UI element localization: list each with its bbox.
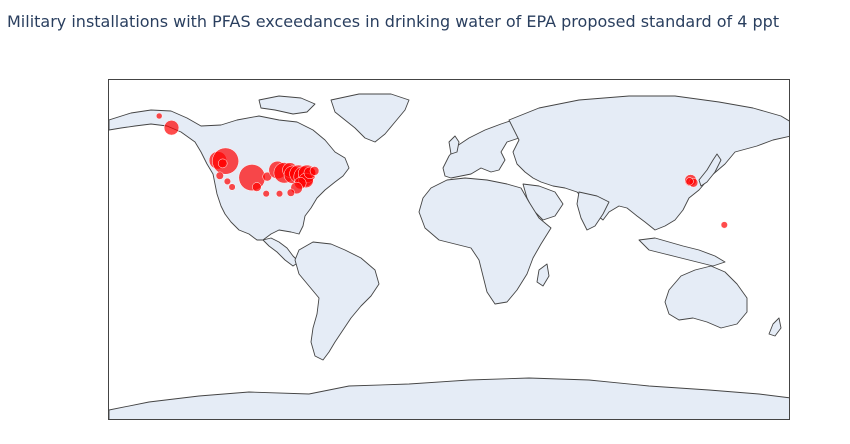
installation-marker[interactable] xyxy=(156,113,162,119)
installation-marker[interactable] xyxy=(229,184,236,191)
land-arctic-islands xyxy=(259,96,315,114)
installation-marker[interactable] xyxy=(224,178,231,185)
installation-marker[interactable] xyxy=(287,189,295,197)
land-central-america xyxy=(263,238,299,266)
page-title: Military installations with PFAS exceeda… xyxy=(7,12,779,31)
installation-marker[interactable] xyxy=(216,172,224,180)
installation-marker[interactable] xyxy=(276,190,283,197)
installation-marker[interactable] xyxy=(164,120,179,135)
map-frame[interactable] xyxy=(108,79,790,420)
land-antarctica xyxy=(109,378,790,420)
installation-marker[interactable] xyxy=(686,178,694,186)
land-madagascar xyxy=(537,264,549,286)
land-layer xyxy=(109,94,790,420)
installation-marker[interactable] xyxy=(263,190,270,197)
land-greenland xyxy=(331,94,409,142)
world-map[interactable] xyxy=(109,80,790,420)
land-uk xyxy=(449,136,459,154)
land-south-america xyxy=(295,242,379,360)
land-australia xyxy=(665,266,747,328)
installation-marker[interactable] xyxy=(721,222,728,229)
installation-marker[interactable] xyxy=(218,159,227,168)
land-southeast-asia-islands xyxy=(639,238,725,266)
land-new-zealand xyxy=(769,318,781,336)
installation-marker[interactable] xyxy=(252,183,261,192)
installation-marker[interactable] xyxy=(310,166,319,175)
